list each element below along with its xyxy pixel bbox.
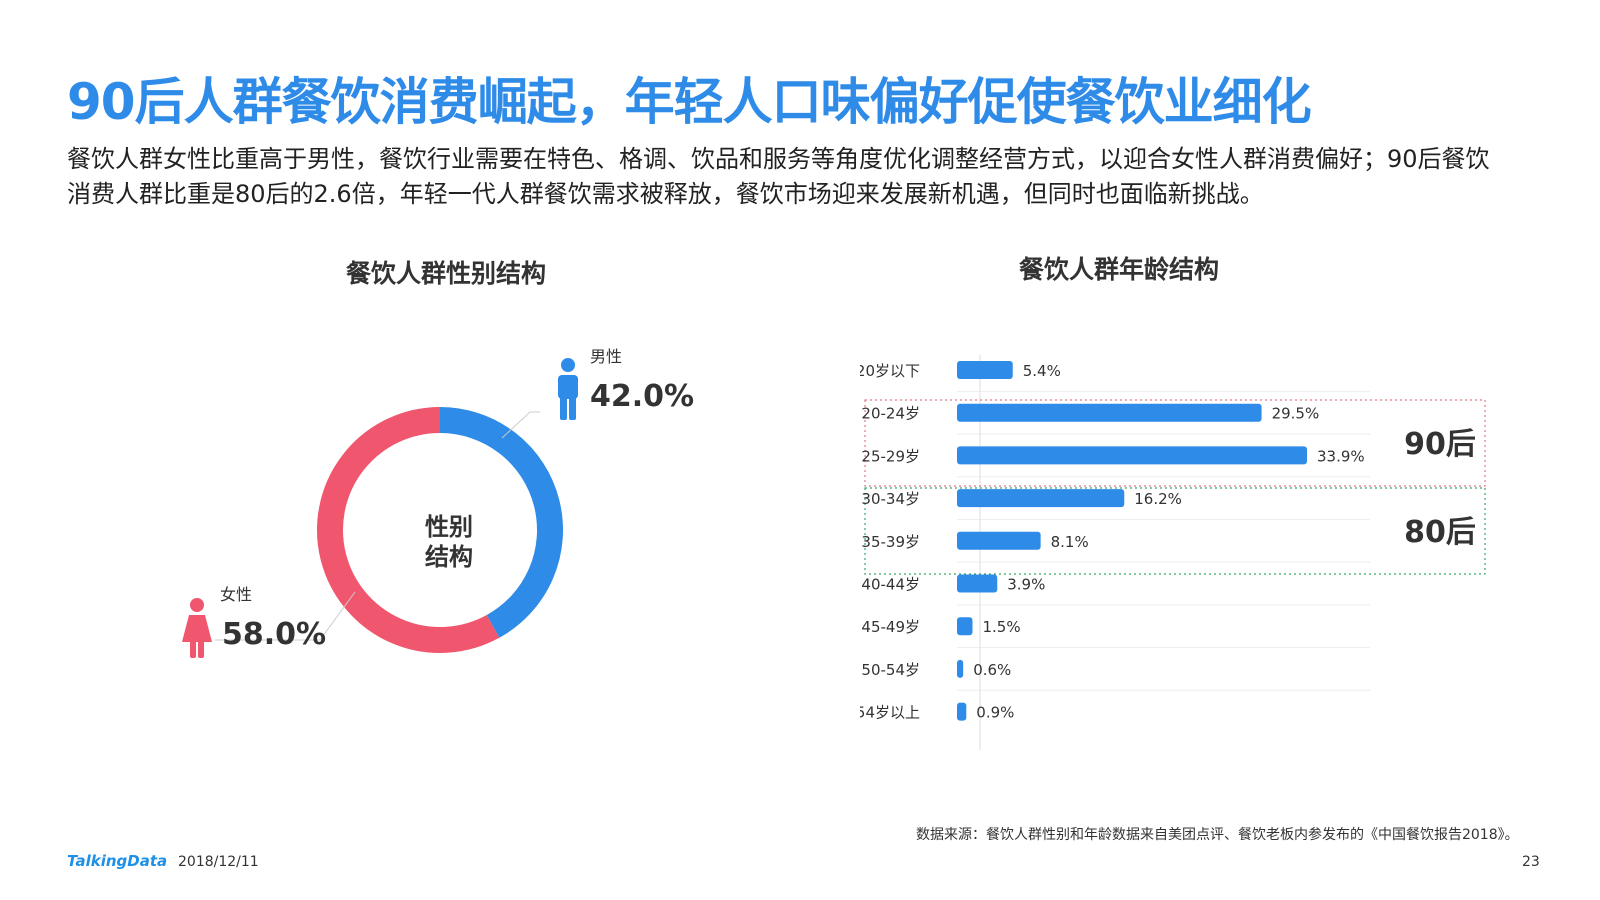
female-leader-line xyxy=(215,591,356,641)
age-category-label: 54岁以上 xyxy=(860,704,920,722)
age-category-label: 20岁以下 xyxy=(860,362,920,380)
age-category-label: 20-24岁 xyxy=(861,405,920,423)
age-value-label: 8.1% xyxy=(1051,533,1089,551)
gender-chart-title: 餐饮人群性别结构 xyxy=(346,259,547,288)
age-category-label: 35-39岁 xyxy=(861,533,920,551)
age-bar xyxy=(957,446,1307,465)
footer-date: 2018/12/11 xyxy=(178,854,259,870)
age-category-label: 45-49岁 xyxy=(861,618,920,636)
age-bar xyxy=(957,702,967,721)
female-value-label: 58.0% xyxy=(222,617,326,652)
age-category-label: 40-44岁 xyxy=(861,576,920,594)
male-icon xyxy=(558,358,578,420)
age-category-label: 50-54岁 xyxy=(861,661,920,679)
gender-donut-chart: 性别 结构 男性 42.0% 女性 58.0% xyxy=(182,347,694,658)
age-value-label: 16.2% xyxy=(1134,490,1182,508)
age-value-label: 29.5% xyxy=(1272,405,1320,423)
group-80-label: 80后 xyxy=(1404,515,1476,550)
page-description: 餐饮人群女性比重高于男性，餐饮行业需要在特色、格调、饮品和服务等角度优化调整经营… xyxy=(67,145,1490,208)
age-value-label: 0.9% xyxy=(976,704,1014,722)
group-90-label: 90后 xyxy=(1404,427,1476,462)
male-leader-line xyxy=(501,411,540,439)
page-number: 23 xyxy=(1522,854,1540,870)
group-90-box xyxy=(864,399,1486,487)
age-category-label: 30-34岁 xyxy=(861,490,920,508)
age-value-label: 0.6% xyxy=(973,661,1011,679)
data-source-note: 数据来源：餐饮人群性别和年龄数据来自美团点评、餐饮老板内参发布的《中国餐饮报告2… xyxy=(916,827,1519,843)
female-icon xyxy=(182,598,212,658)
male-slice xyxy=(439,407,563,638)
male-legend-label: 男性 xyxy=(590,347,622,366)
age-bar xyxy=(957,361,1013,379)
age-bar xyxy=(957,659,964,678)
age-category-label: 25-29岁 xyxy=(861,447,920,465)
age-bar-chart: 90后 80后 20岁以下 5.4% 20-24岁 29.5% 25-29岁 33.9% 3… xyxy=(860,355,1486,750)
page-title: 90后人群餐饮消费崛起，年轻人口味偏好促使餐饮业细化 xyxy=(67,73,1312,131)
brand-logo: TalkingData xyxy=(67,852,168,870)
group-80-box xyxy=(864,487,1486,575)
female-legend-label: 女性 xyxy=(220,585,252,604)
age-value-label: 3.9% xyxy=(1007,576,1045,594)
age-value-label: 33.9% xyxy=(1317,447,1365,465)
age-chart-title: 餐饮人群年龄结构 xyxy=(1019,255,1220,284)
male-value-label: 42.0% xyxy=(590,379,694,414)
age-bar xyxy=(957,531,1041,550)
age-bar xyxy=(957,574,998,593)
age-value-label: 5.4% xyxy=(1023,362,1061,380)
donut-center-label-2: 结构 xyxy=(425,543,473,571)
age-bar xyxy=(957,617,973,636)
age-value-label: 1.5% xyxy=(982,618,1020,636)
donut-center-label-1: 性别 xyxy=(425,513,473,541)
age-bar xyxy=(957,403,1262,422)
female-slice xyxy=(317,407,500,653)
age-bar xyxy=(957,489,1125,508)
